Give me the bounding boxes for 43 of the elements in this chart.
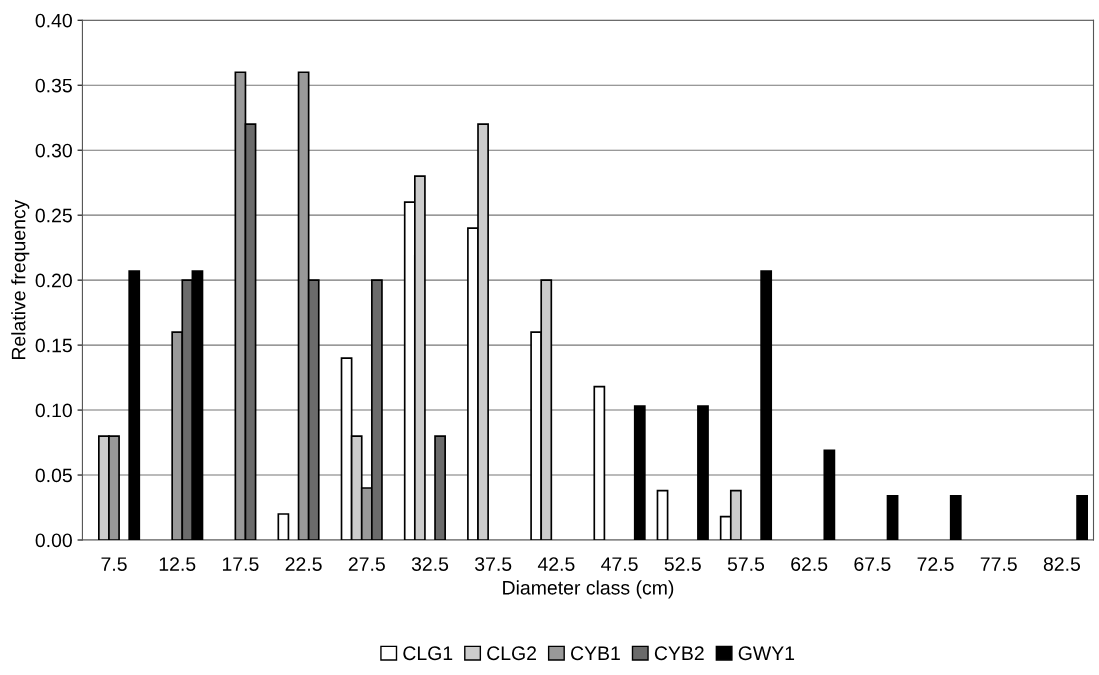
x-tick-label: 17.5 — [222, 557, 259, 571]
bar — [633, 405, 646, 540]
x-tick-label: 7.5 — [101, 557, 127, 571]
bar — [1076, 494, 1089, 540]
x-tick-label: 72.5 — [917, 557, 954, 571]
x-tick-label: 42.5 — [537, 557, 575, 571]
x-axis-title: Diameter class (cm) — [503, 580, 674, 599]
x-tick-label: 27.5 — [348, 557, 385, 571]
x-tick-label: 12.5 — [159, 557, 196, 571]
y-tick-label: 0.00 — [35, 533, 72, 548]
bar — [277, 513, 290, 540]
bar — [823, 449, 836, 540]
y-axis-title: Relative frequency — [11, 199, 30, 360]
y-tick-label: 0.25 — [35, 208, 72, 223]
x-tick-label: 47.5 — [601, 557, 638, 571]
bar — [760, 270, 773, 540]
x-tick-label: 67.5 — [854, 557, 891, 571]
bar — [656, 489, 669, 540]
y-tick-label: 0.20 — [35, 273, 72, 288]
legend-label: CYB1 — [571, 646, 620, 661]
x-tick-label: 52.5 — [664, 557, 701, 571]
bar — [128, 270, 141, 540]
y-tick-label: 0.30 — [35, 143, 72, 158]
y-tick-label: 0.05 — [35, 468, 72, 483]
y-tick-label: 0.40 — [35, 13, 72, 28]
x-tick-label: 32.5 — [411, 557, 449, 571]
bar — [886, 494, 899, 540]
x-tick-label: 37.5 — [475, 557, 512, 571]
legend-label: CLG2 — [487, 646, 536, 661]
x-tick-label: 82.5 — [1043, 557, 1081, 571]
legend-label: CYB2 — [654, 646, 704, 661]
y-tick-label: 0.15 — [35, 338, 72, 353]
bar — [697, 405, 709, 540]
bar — [949, 494, 962, 540]
y-tick-label: 0.35 — [35, 78, 72, 93]
y-tick-label: 0.10 — [35, 403, 72, 418]
x-tick-label: 22.5 — [285, 557, 322, 571]
x-tick-label: 57.5 — [727, 557, 765, 571]
legend-label: CLG1 — [403, 646, 453, 661]
x-tick-label: 62.5 — [791, 557, 828, 571]
bar — [593, 385, 606, 540]
legend-label: GWY1 — [738, 646, 795, 661]
x-tick-label: 77.5 — [980, 557, 1017, 571]
